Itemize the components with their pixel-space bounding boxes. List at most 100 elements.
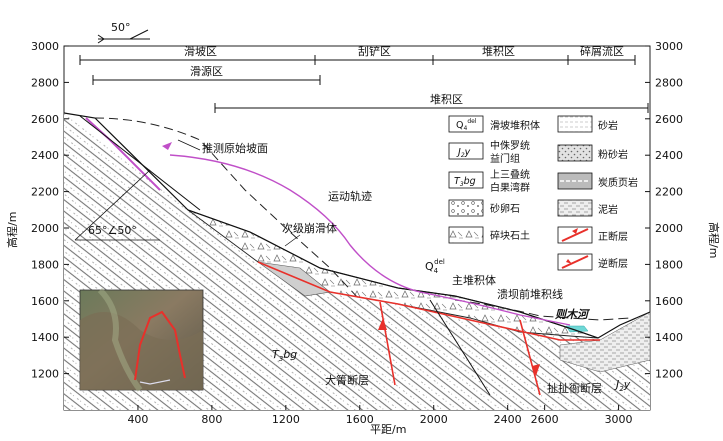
x-tick-label: 3000 bbox=[605, 413, 633, 426]
zone-debris-flow: 碎屑流区 bbox=[580, 44, 624, 58]
legend-reverse-fault-label: 逆断层 bbox=[598, 257, 628, 270]
x-tick-label: 1600 bbox=[346, 413, 374, 426]
dam-line-label: 溃坝前堆积线 bbox=[497, 287, 563, 301]
legend-j2y-swatch bbox=[448, 142, 484, 160]
legend-q4-sym: Q4del bbox=[456, 118, 477, 132]
y-tick-label-right: 2800 bbox=[655, 76, 683, 89]
zone-accumulation-1: 堆积区 bbox=[482, 45, 515, 58]
dagu-fault bbox=[379, 301, 396, 386]
x-axis: 400 800 1200 1600 2000 2400 2600 3000 bbox=[127, 405, 633, 426]
y-tick-label-right: 2000 bbox=[655, 222, 683, 235]
legend-j2y-label-1: 中侏罗统 bbox=[490, 139, 530, 152]
legend-carb-shale-label: 炭质页岩 bbox=[598, 176, 638, 189]
legend-t3bg-label-2: 白果湾群 bbox=[490, 181, 530, 194]
deep-fault-line bbox=[429, 299, 491, 396]
y-tick-label-left: 3000 bbox=[31, 40, 59, 53]
river-label: 则木河 bbox=[555, 308, 591, 321]
y-tick-label-left: 2600 bbox=[31, 113, 59, 126]
zhache-fault bbox=[519, 319, 541, 396]
zone-landslide: 滑坡区 bbox=[184, 45, 217, 58]
legend-rubble-swatch bbox=[448, 226, 484, 244]
zone-source: 滑源区 bbox=[190, 64, 223, 78]
dagu-fault-label: 大箐断层 bbox=[325, 373, 369, 387]
legend-q4-label: 滑坡堆积体 bbox=[490, 119, 540, 132]
bedrock-boundary bbox=[79, 115, 201, 211]
dip-pointer bbox=[74, 169, 151, 241]
zhache-fault-label: 扯扯衙断层 bbox=[547, 381, 602, 395]
legend-q4-swatch bbox=[448, 115, 484, 133]
legend-sandstone-swatch bbox=[557, 115, 593, 133]
inset-photo bbox=[79, 287, 204, 392]
original-slope-label: 推测原始坡面 bbox=[202, 141, 268, 155]
legend-sandstone-label: 砂岩 bbox=[598, 119, 618, 132]
x-axis-title: 平距/m bbox=[370, 423, 406, 436]
y-tick-label-left: 2800 bbox=[31, 76, 59, 89]
river-water bbox=[565, 325, 589, 333]
x-tick-label: 2600 bbox=[531, 413, 559, 426]
trajectory-label: 运动轨迹 bbox=[328, 189, 372, 203]
x-tick-label: 400 bbox=[127, 413, 148, 426]
original-slope-line bbox=[94, 117, 361, 301]
y-tick-label-right: 1600 bbox=[655, 295, 683, 308]
legend-mudstone-swatch bbox=[557, 199, 593, 217]
y-tick-label-right: 1200 bbox=[655, 368, 683, 381]
original-slope-pointer bbox=[177, 139, 201, 151]
legend-siltstone-swatch bbox=[557, 144, 593, 162]
y-tick-label-left: 2400 bbox=[31, 149, 59, 162]
legend-t3bg-swatch bbox=[448, 171, 484, 189]
y-tick-label-left: 2000 bbox=[31, 222, 59, 235]
ground-surface bbox=[63, 112, 651, 339]
zone-row-3: 堆积区 bbox=[214, 93, 649, 113]
trajectory-curve bbox=[169, 154, 571, 326]
y-axis-right-title: 高程/m bbox=[707, 222, 721, 258]
x-tick-label: 1200 bbox=[272, 413, 300, 426]
y-tick-label-right: 1800 bbox=[655, 258, 683, 271]
legend-gravel-label: 砂卵石 bbox=[490, 202, 520, 215]
legend-gravel-swatch bbox=[448, 199, 484, 217]
main-deposit-label: 主堆积体 bbox=[452, 273, 496, 287]
secondary-pointer bbox=[284, 234, 301, 247]
t3bg-label: T3bg bbox=[272, 348, 297, 363]
legend-rubble-label: 碎块石土 bbox=[490, 229, 530, 242]
sliding-surface bbox=[257, 261, 600, 341]
x-tick-label: 800 bbox=[201, 413, 222, 426]
zone-accumulation-2: 堆积区 bbox=[430, 93, 463, 106]
y-tick-label-right: 2600 bbox=[655, 113, 683, 126]
y-tick-label-right: 2200 bbox=[655, 186, 683, 199]
legend-t3bg-label-1: 上三叠统 bbox=[490, 168, 530, 181]
y-tick-label-left: 1400 bbox=[31, 331, 59, 344]
dagu-fault-arrow bbox=[378, 318, 387, 330]
zone-row-2: 滑源区 bbox=[92, 64, 321, 85]
x-tick-label: 2000 bbox=[420, 413, 448, 426]
trajectory-arrow bbox=[162, 142, 172, 150]
legend-j2y-sym: J2y bbox=[456, 147, 471, 159]
bedrock-strata bbox=[64, 113, 650, 410]
inset-landslide-outline bbox=[134, 310, 186, 381]
y-tick-label-left: 1200 bbox=[31, 368, 59, 381]
y-tick-label-left: 1800 bbox=[31, 258, 59, 271]
dip-label: 65°∠50° bbox=[88, 224, 137, 237]
legend-siltstone-label: 粉砂岩 bbox=[598, 148, 628, 161]
y-tick-label-left: 2200 bbox=[31, 186, 59, 199]
y-tick-label-right: 2400 bbox=[655, 149, 683, 162]
y-tick-label-left: 1600 bbox=[31, 295, 59, 308]
q4-label: Q4del bbox=[425, 258, 445, 275]
zone-row-1: 滑坡区 刮铲区 堆积区 碎屑流区 bbox=[79, 44, 636, 65]
legend-normal-fault-label: 正断层 bbox=[598, 230, 628, 243]
y-tick-label-right: 1400 bbox=[655, 331, 683, 344]
zhache-fault-arrow bbox=[532, 364, 540, 376]
y-axis-left-title: 高程/m bbox=[5, 212, 19, 248]
y-axis-left: 1200 1400 1600 1800 2000 2200 2400 2600 2800 3000 bbox=[31, 40, 69, 381]
y-axis-right: 1200 1400 1600 1800 2000 2200 2400 2600 2800 3000 bbox=[645, 40, 683, 381]
orientation-indicator: 50° bbox=[97, 21, 150, 44]
legend-j2y-label-2: 益门组 bbox=[490, 152, 520, 165]
pre-dam-line bbox=[454, 299, 631, 321]
angle-label: 50° bbox=[111, 21, 131, 34]
x-tick-label: 2400 bbox=[494, 413, 522, 426]
j2y-label: J2y bbox=[614, 378, 631, 393]
legend-mudstone-label: 泥岩 bbox=[598, 203, 618, 216]
y-tick-label-right: 3000 bbox=[655, 40, 683, 53]
legend: Q4del 滑坡堆积体 J2y 中侏罗统 益门组 T3bg 上三叠统 白果湾群 … bbox=[448, 115, 638, 271]
secondary-label: 次级崩滑体 bbox=[282, 221, 337, 235]
